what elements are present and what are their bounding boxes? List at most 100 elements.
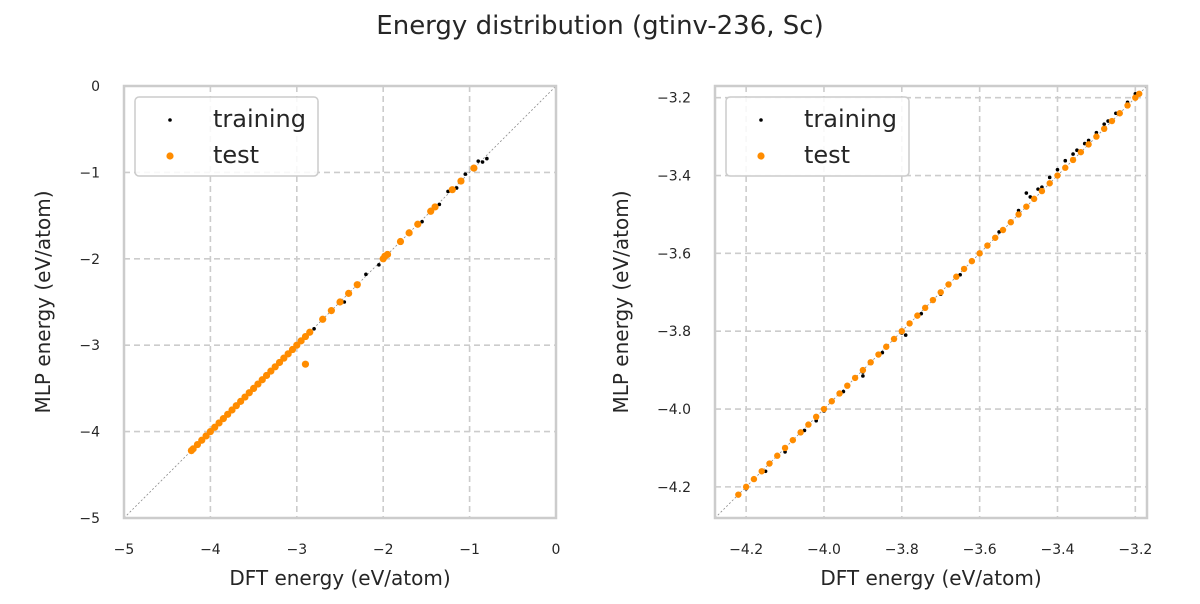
panel-1-y-axis-label: MLP energy (eV/atom): [31, 190, 55, 413]
panel-2-test-point: [1007, 219, 1014, 226]
panel-1-training-point: [476, 159, 481, 163]
panel-2-test-point: [774, 452, 781, 459]
panel-2-test-point: [797, 429, 804, 436]
panel-2-training-point: [1024, 191, 1029, 195]
panel-1-test-point: [448, 186, 456, 194]
panel-2-test-point: [906, 320, 913, 327]
panel-2-test-point: [976, 250, 983, 257]
panel-1-y-tick-label: 0: [91, 79, 100, 95]
panel-2-x-tick-label: −3.4: [1040, 542, 1074, 558]
panel-1-legend-training-marker: [168, 118, 172, 122]
panel-2-test-point: [851, 374, 859, 382]
panel-2-test-point: [1100, 125, 1108, 133]
panel-2-y-tick-label: −4.0: [657, 402, 691, 418]
panel-1-data-marks: [124, 86, 556, 518]
panel-2-test-point: [1132, 94, 1139, 101]
panel-1-legend-test-label: test: [213, 141, 259, 169]
panel-2-training-point: [861, 374, 865, 378]
panel-1-test-point: [336, 298, 344, 306]
panel-2-test-point: [875, 351, 882, 358]
panel-1-training-point: [480, 160, 485, 164]
panel-2-test-point: [735, 491, 742, 498]
panel-2-test-point: [1136, 90, 1143, 97]
panel-1-test-point: [301, 360, 310, 368]
panel-2-test-point: [1062, 164, 1069, 171]
panel-2-test-point: [1069, 156, 1077, 164]
panel-2-test-point: [1116, 110, 1123, 117]
panel-2-test-point: [1124, 102, 1131, 109]
panel-2-test-point: [1030, 195, 1038, 203]
panel-2-test-point: [789, 436, 797, 444]
panel-2-test-point: [758, 468, 765, 475]
panel-2-test-point: [890, 335, 898, 343]
panel-2-test-point: [844, 382, 851, 389]
panel-2-legend-box: [725, 96, 910, 177]
panel-2-x-tick-label: −4.2: [729, 542, 763, 558]
panel-1-training-point: [377, 263, 381, 267]
panel-1-y-tick-label: −5: [79, 511, 100, 527]
panel-1-test-point: [470, 164, 478, 172]
panel-2-test-point: [929, 296, 937, 304]
panel-2-test-point: [999, 226, 1007, 234]
panel-1-x-tick-label: 0: [552, 542, 561, 558]
panel-1-training-point: [485, 156, 489, 161]
panel-2-test-point: [867, 359, 874, 366]
energy-plot-zoomed: −4.2 −4.0 −3.8 −3.6 −3.4 −3.2 −4.2 −4.0 −3.8 −3.6…: [609, 84, 1152, 590]
panel-1-test-point: [353, 281, 361, 289]
panel-1-training-point: [312, 326, 316, 331]
panel-1-x-tick-label: −1: [459, 542, 480, 558]
panel-2-y-axis-label: MLP energy (eV/atom): [609, 190, 633, 413]
panel-1-test-point: [345, 289, 353, 297]
panel-1-x-tick-label: −3: [286, 542, 307, 558]
panel-2-test-point: [750, 475, 758, 483]
panel-1-test-point: [457, 177, 465, 185]
panel-1-legend: training test: [134, 96, 319, 177]
panel-2-test-point: [937, 289, 944, 296]
panel-2-training-point: [1063, 158, 1068, 163]
figure-title: Energy distribution (gtinv-236, Sc): [376, 11, 823, 41]
panel-2-test-point: [898, 327, 906, 335]
panel-2-legend-training-label: training: [804, 105, 897, 133]
panel-2-test-point: [1038, 187, 1046, 195]
panel-2-test-point: [1054, 172, 1061, 179]
panel-2-test-point: [960, 265, 968, 273]
panel-2-training-point: [1055, 167, 1060, 172]
panel-2-training-point: [903, 333, 908, 337]
panel-1-test-point: [396, 237, 405, 246]
panel-2-training-point: [1071, 152, 1075, 156]
panel-1-axes-frame: [122, 84, 558, 520]
panel-2-test-point: [992, 234, 999, 241]
panel-2-test-point: [805, 421, 812, 428]
panel-2-training-point: [1047, 175, 1052, 180]
panel-2-test-point: [921, 304, 929, 312]
panel-1-legend-test-marker: [166, 152, 174, 160]
panel-1-test-point: [319, 315, 327, 323]
panel-1-y-tick-label: −2: [79, 252, 100, 268]
panel-2-test-point: [1077, 148, 1085, 156]
panel-1-training-point: [437, 202, 442, 207]
panel-1-test-point: [306, 328, 314, 336]
panel-2-test-point: [812, 413, 820, 421]
panel-1-x-tick-label: −5: [114, 542, 135, 558]
panel-2-test-point: [859, 366, 867, 374]
panel-2-data-marks: [715, 86, 1147, 518]
panel-2-test-point: [1085, 141, 1092, 148]
panel-2-legend-test-label: test: [804, 141, 850, 169]
panel-2-test-point: [968, 257, 976, 265]
panel-2-legend: training test: [725, 96, 910, 177]
panel-2-test-point: [914, 312, 921, 319]
panel-2-test-point: [1108, 117, 1116, 125]
panel-2-test-point: [1093, 133, 1100, 140]
panel-1-y-tick-label: −3: [79, 338, 100, 354]
panel-2-x-tick-label: −4.0: [807, 542, 841, 558]
panel-1-x-tick-label: −4: [200, 542, 221, 558]
panel-1-y-tick-label: −4: [79, 425, 100, 441]
panel-2-test-point: [742, 483, 750, 491]
panel-1-legend-training-label: training: [213, 105, 306, 133]
panel-2-axes-frame: [713, 84, 1149, 520]
panel-2-test-point: [781, 444, 789, 452]
panel-2-test-point: [953, 273, 960, 280]
panel-2-x-tick-label: −3.6: [963, 542, 997, 558]
panel-2-legend-training-marker: [759, 118, 763, 122]
